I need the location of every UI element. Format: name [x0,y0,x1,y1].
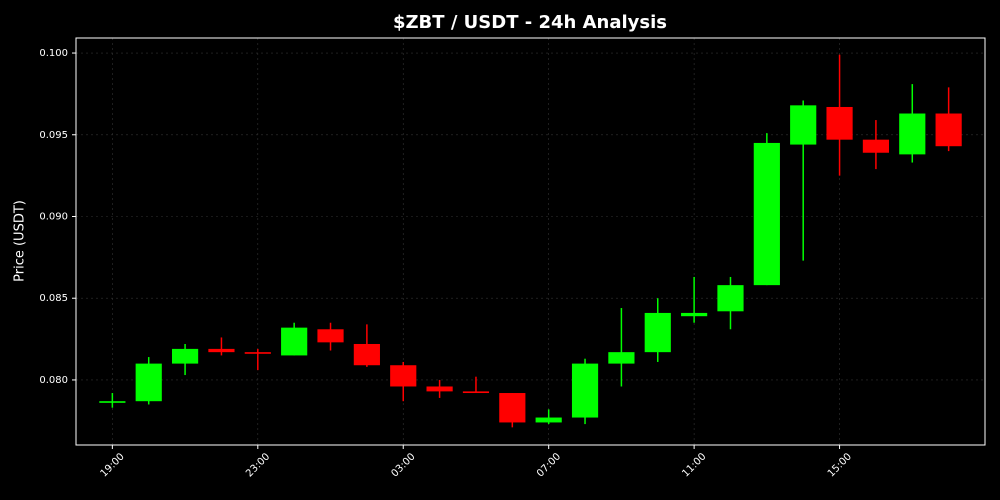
candle-body [99,401,126,403]
candle-body [899,113,926,155]
candle-body [208,348,235,353]
y-tick-label: 0.100 [39,48,68,59]
candle-body [681,312,708,317]
candle-body [390,365,417,387]
y-tick-label: 0.080 [39,375,68,386]
candle-body [935,113,962,147]
candle-body [862,139,890,153]
candle-body [535,417,562,423]
x-tick-label: 11:00 [680,451,708,479]
candle-body [717,285,744,312]
y-tick-label: 0.095 [39,130,68,141]
x-tick-label: 19:00 [99,451,127,479]
x-tick-label: 07:00 [535,451,563,479]
x-tick-label: 03:00 [390,451,418,479]
candle-body [171,348,199,364]
candle-body [644,312,671,353]
chart-title: $ZBT / USDT - 24h Analysis [393,12,667,33]
candle-body [462,391,490,394]
candle-body [571,363,599,418]
plot-frame [75,37,986,446]
x-tick-label: 23:00 [244,451,272,479]
candle-body [753,142,780,286]
candle-body [317,329,344,343]
candle-body [826,106,853,140]
candle-body [135,363,162,402]
candle-body [244,352,271,354]
y-tick-label: 0.085 [39,293,68,304]
candle-body [608,352,635,364]
x-tick-label: 15:00 [826,451,854,479]
candle-body [281,327,308,356]
y-tick-label: 0.090 [39,211,68,222]
y-axis-label: Price (USDT) [13,200,28,282]
candle-body [353,343,380,366]
candle-body [426,386,453,392]
candle-body [499,393,526,423]
candle-body [790,105,817,145]
